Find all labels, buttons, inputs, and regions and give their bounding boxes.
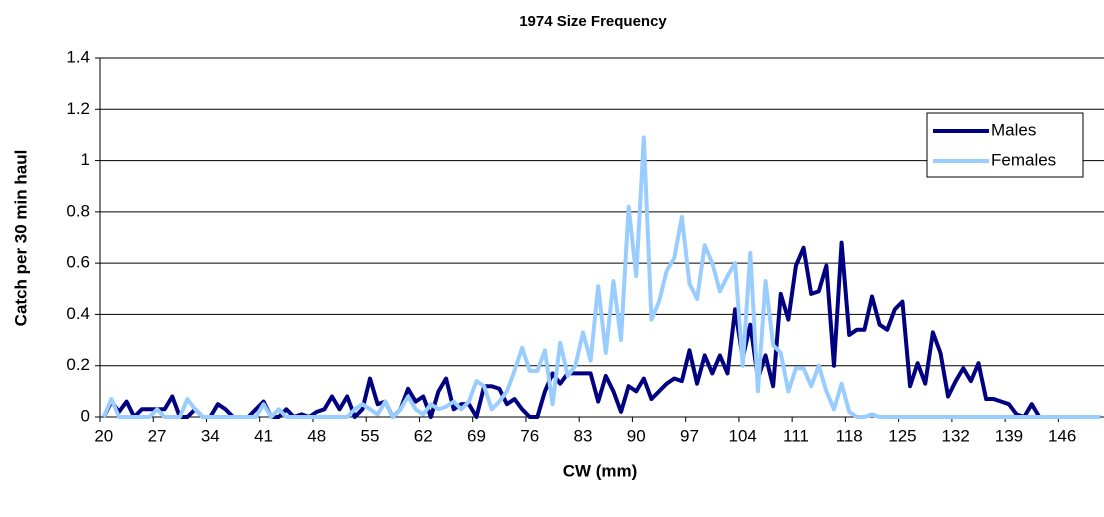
y-tick-label: 0.2 (66, 355, 90, 374)
x-tick-label: 76 (520, 426, 539, 445)
legend-box (926, 112, 1084, 178)
y-tick-label: 1.4 (66, 47, 90, 66)
x-tick-label: 48 (307, 426, 326, 445)
x-tick-label: 146 (1048, 426, 1076, 445)
y-tick-label: 0.8 (66, 201, 90, 220)
x-tick-label: 62 (414, 426, 433, 445)
y-tick-label: 1 (81, 150, 90, 169)
x-tick-label: 27 (148, 426, 167, 445)
y-axis-label: Catch per 30 min haul (11, 150, 30, 327)
x-tick-label: 125 (888, 426, 916, 445)
y-tick-label: 0.4 (66, 304, 90, 323)
legend-label: Females (991, 150, 1056, 169)
x-tick-label: 97 (680, 426, 699, 445)
x-tick-label: 55 (361, 426, 380, 445)
y-tick-label: 0.6 (66, 253, 90, 272)
x-tick-label: 90 (627, 426, 646, 445)
series-line (101, 135, 1101, 419)
x-tick-label: 118 (836, 426, 863, 445)
legend-label: Males (991, 120, 1036, 139)
chart-title: 1974 Size Frequency (519, 13, 667, 30)
x-tick-label: 69 (467, 426, 486, 445)
x-tick-label: 34 (201, 426, 220, 445)
y-tick-label: 0 (81, 406, 90, 425)
x-tick-label: 104 (729, 426, 757, 445)
y-tick-label: 1.2 (66, 99, 90, 118)
x-tick-label: 83 (574, 426, 593, 445)
x-tick-label: 20 (94, 426, 113, 445)
x-tick-label: 132 (941, 426, 969, 445)
x-tick-label: 111 (783, 426, 809, 445)
x-tick-label: 41 (254, 426, 273, 445)
x-axis-label: CW (mm) (563, 461, 638, 480)
x-tick-label: 139 (995, 426, 1023, 445)
